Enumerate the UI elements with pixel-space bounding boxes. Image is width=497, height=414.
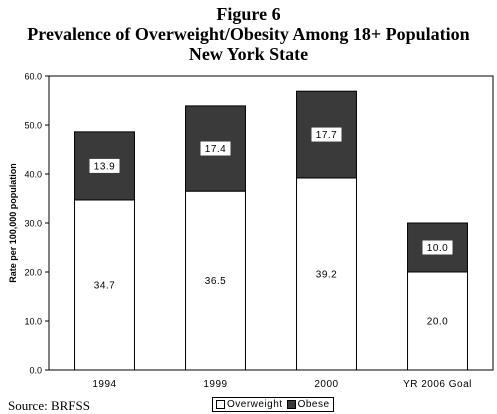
data-label-overweight: 36.5	[205, 276, 226, 287]
chart-subtitle: New York State	[188, 44, 309, 64]
legend-label-obese: Obese	[297, 399, 330, 410]
legend: Overweight Obese	[212, 397, 334, 412]
chart-title: Prevalence of Overweight/Obesity Among 1…	[27, 24, 470, 44]
data-label-overweight: 34.7	[94, 280, 115, 291]
y-tick-label: 10.0	[24, 317, 42, 327]
y-tick-label: 20.0	[24, 268, 42, 278]
y-tick-label: 50.0	[24, 121, 42, 131]
x-tick-label: 2000	[314, 379, 338, 390]
y-tick-label: 40.0	[24, 170, 42, 180]
legend-entry-obese: Obese	[286, 398, 330, 411]
data-label-box-obese	[89, 158, 120, 173]
data-label-overweight: 20.0	[427, 317, 448, 328]
data-label-obese: 13.9	[94, 161, 115, 172]
legend-entry-overweight: Overweight	[216, 398, 283, 411]
source-note: Source: BRFSS	[8, 398, 90, 413]
bar-overweight	[74, 199, 135, 371]
y-tick-label: 0.0	[29, 366, 42, 376]
figure-number: Figure 6	[216, 4, 281, 24]
data-label-box-obese	[200, 141, 231, 156]
data-label-obese: 17.4	[205, 144, 226, 155]
bar-overweight	[407, 271, 468, 371]
legend-swatch-overweight	[216, 400, 225, 409]
bar-obese	[74, 131, 135, 201]
y-tick-label: 30.0	[24, 219, 42, 229]
y-tick-label: 60.0	[24, 72, 42, 82]
data-label-box-obese	[311, 127, 342, 142]
data-label-obese: 17.7	[316, 130, 337, 141]
y-axis-label: Rate per 100,000 population	[8, 163, 18, 283]
data-label-overweight: 39.2	[316, 269, 337, 280]
x-tick-label: 1999	[203, 379, 227, 390]
x-tick-label: 1994	[92, 379, 116, 390]
legend-swatch-obese	[286, 400, 296, 409]
x-tick-label: YR 2006 Goal	[403, 379, 472, 390]
bar-overweight	[296, 177, 357, 371]
data-label-obese: 10.0	[427, 243, 448, 254]
data-label-box-obese	[422, 240, 453, 255]
legend-label-overweight: Overweight	[227, 399, 283, 410]
